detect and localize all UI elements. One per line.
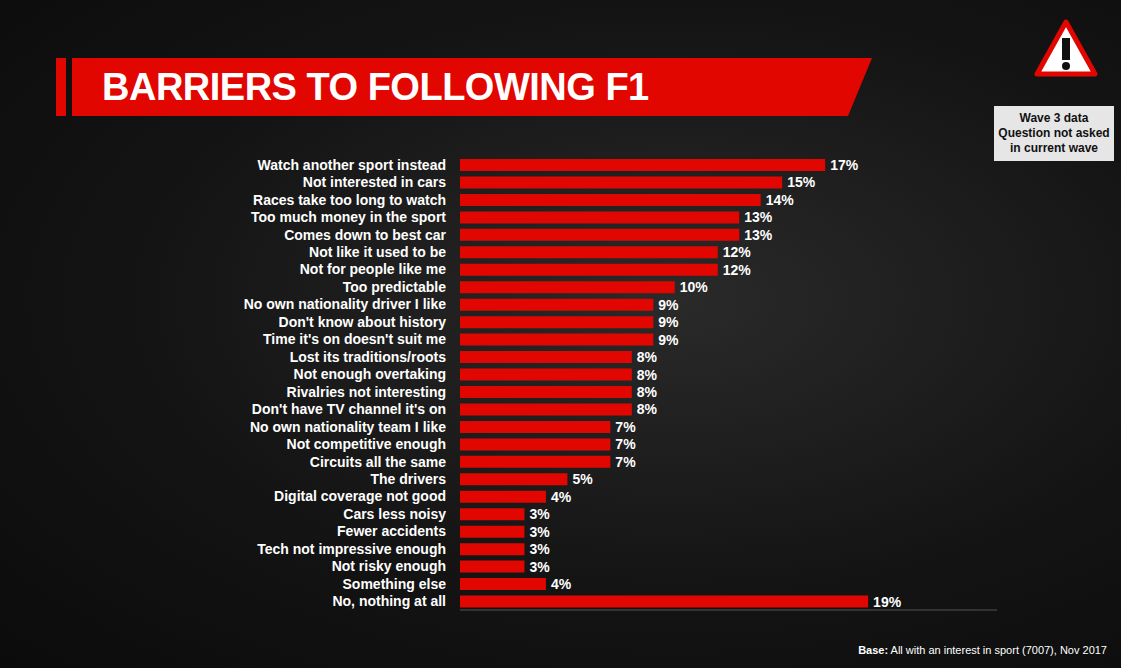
- svg-text:17%: 17%: [830, 157, 859, 173]
- svg-text:10%: 10%: [680, 279, 709, 295]
- svg-text:19%: 19%: [873, 594, 902, 610]
- svg-text:Something else: Something else: [343, 576, 447, 592]
- svg-text:No, nothing at all: No, nothing at all: [332, 593, 446, 609]
- svg-text:4%: 4%: [551, 576, 572, 592]
- svg-text:Digital coverage not good: Digital coverage not good: [274, 488, 446, 504]
- svg-text:5%: 5%: [572, 471, 593, 487]
- html-text:BARRIERS TO FOLLOWING F1: BARRIERS TO FOLLOWING F1: [102, 65, 649, 108]
- svg-text:The drivers: The drivers: [371, 471, 447, 487]
- svg-text:4%: 4%: [551, 489, 572, 505]
- svg-text:8%: 8%: [637, 349, 658, 365]
- svg-text:8%: 8%: [637, 401, 658, 417]
- svg-text:7%: 7%: [615, 436, 636, 452]
- svg-text:12%: 12%: [723, 262, 752, 278]
- svg-text:8%: 8%: [637, 384, 658, 400]
- svg-text:Don't know about history: Don't know about history: [279, 314, 447, 330]
- svg-text:Watch another sport instead: Watch another sport instead: [257, 157, 446, 173]
- svg-text:14%: 14%: [766, 192, 795, 208]
- svg-text:9%: 9%: [658, 332, 679, 348]
- svg-text:No own nationality driver I li: No own nationality driver I like: [244, 296, 446, 312]
- svg-text:Not for people like me: Not for people like me: [300, 261, 446, 277]
- svg-text:Don't have TV channel it's on: Don't have TV channel it's on: [252, 401, 446, 417]
- svg-text:Too much money in the sport: Too much money in the sport: [251, 209, 446, 225]
- svg-text:13%: 13%: [744, 209, 773, 225]
- svg-text:15%: 15%: [787, 174, 816, 190]
- svg-text:Tech not impressive enough: Tech not impressive enough: [257, 541, 446, 557]
- svg-text:7%: 7%: [615, 419, 636, 435]
- svg-text:No own nationality team I like: No own nationality team I like: [250, 419, 446, 435]
- svg-text:3%: 3%: [529, 559, 550, 575]
- svg-text:3%: 3%: [529, 506, 550, 522]
- svg-text:Not competitive enough: Not competitive enough: [287, 436, 446, 452]
- svg-text:7%: 7%: [615, 454, 636, 470]
- svg-text:Not like it used to be: Not like it used to be: [309, 244, 446, 260]
- svg-text:Lost its traditions/roots: Lost its traditions/roots: [290, 349, 447, 365]
- svg-text:Cars less noisy: Cars less noisy: [343, 506, 446, 522]
- svg-text:Not risky enough: Not risky enough: [332, 558, 446, 574]
- svg-text:Comes down to best car: Comes down to best car: [284, 227, 446, 243]
- svg-text:Time it's on doesn't suit me: Time it's on doesn't suit me: [263, 331, 446, 347]
- svg-text:9%: 9%: [658, 297, 679, 313]
- html-text:Wave 3 data Question not asked: Wave 3 data Question not asked in curren…: [998, 111, 1110, 155]
- svg-text:3%: 3%: [529, 524, 550, 540]
- svg-text:Circuits all the same: Circuits all the same: [310, 454, 446, 470]
- svg-text:Not interested in cars: Not interested in cars: [303, 174, 446, 190]
- svg-text:Fewer accidents: Fewer accidents: [337, 523, 446, 539]
- svg-text:Too predictable: Too predictable: [343, 279, 446, 295]
- svg-text:3%: 3%: [529, 541, 550, 557]
- svg-text:Races take too long to watch: Races take too long to watch: [253, 192, 446, 208]
- html-text:Base: All with an interest in: Base: All with an interest in sport (700…: [858, 644, 1107, 656]
- svg-text:8%: 8%: [637, 367, 658, 383]
- svg-text:13%: 13%: [744, 227, 773, 243]
- svg-text:Rivalries not interesting: Rivalries not interesting: [287, 384, 446, 400]
- svg-text:12%: 12%: [723, 244, 752, 260]
- svg-text:9%: 9%: [658, 314, 679, 330]
- svg-text:Not enough overtaking: Not enough overtaking: [294, 366, 446, 382]
